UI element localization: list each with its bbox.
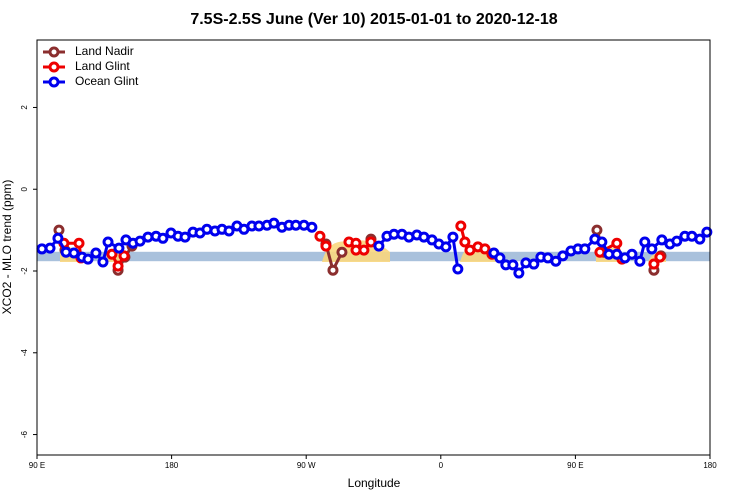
data-point xyxy=(90,247,102,259)
data-point xyxy=(694,233,706,245)
data-point xyxy=(591,224,603,236)
data-point xyxy=(82,253,94,265)
data-point xyxy=(314,230,326,242)
data-point xyxy=(596,236,608,248)
chart-title: 7.5S-2.5S June (Ver 10) 2015-01-01 to 20… xyxy=(190,11,557,28)
x-tick-label: 0 xyxy=(439,461,444,470)
data-point xyxy=(479,243,491,255)
data-point xyxy=(157,232,169,244)
legend-marker xyxy=(48,46,60,58)
x-tick-label: 180 xyxy=(165,461,179,470)
y-axis-label: XCO2 - MLO trend (ppm) xyxy=(0,180,14,315)
data-point xyxy=(179,231,191,243)
y-tick-label: 0 xyxy=(20,186,29,191)
data-point xyxy=(73,237,85,249)
data-point xyxy=(626,248,638,260)
data-point xyxy=(455,220,467,232)
data-point xyxy=(306,221,318,233)
data-point xyxy=(113,242,125,254)
y-tick-label: -6 xyxy=(20,430,29,438)
legend-label: Land Glint xyxy=(75,59,130,73)
y-tick-label: -2 xyxy=(20,267,29,275)
data-point xyxy=(440,241,452,253)
data-point xyxy=(594,246,606,258)
legend-marker xyxy=(48,61,60,73)
data-point xyxy=(656,234,668,246)
data-point xyxy=(671,235,683,247)
data-point xyxy=(102,236,114,248)
x-tick-label: 90 E xyxy=(29,461,45,470)
data-point xyxy=(112,260,124,272)
data-point xyxy=(97,256,109,268)
data-point xyxy=(557,250,569,262)
data-point xyxy=(528,258,540,270)
data-point xyxy=(223,225,235,237)
data-point xyxy=(358,244,370,256)
data-point xyxy=(648,258,660,270)
data-point xyxy=(447,231,459,243)
data-point xyxy=(327,264,339,276)
data-point xyxy=(452,263,464,275)
data-point xyxy=(365,236,377,248)
data-point xyxy=(634,255,646,267)
y-tick-label: 2 xyxy=(20,105,29,110)
data-point xyxy=(52,232,64,244)
data-point xyxy=(611,237,623,249)
data-point xyxy=(639,236,651,248)
legend-label: Ocean Glint xyxy=(75,74,139,88)
data-point xyxy=(459,236,471,248)
x-tick-label: 180 xyxy=(703,461,717,470)
plot-frame xyxy=(36,39,711,456)
data-point xyxy=(507,259,519,271)
data-point xyxy=(494,252,506,264)
data-point xyxy=(646,243,658,255)
data-point xyxy=(336,246,348,258)
data-point xyxy=(654,251,666,263)
data-point xyxy=(106,248,118,260)
data-point xyxy=(320,240,332,252)
x-tick-label: 90 E xyxy=(567,461,583,470)
legend-label: Land Nadir xyxy=(75,44,134,58)
x-axis-label: Longitude xyxy=(348,476,401,490)
x-tick-label: 90 W xyxy=(297,461,316,470)
axes-layer: 90 E 180 90 W 0 90 E 180 2 0 -2 -4 -6 xyxy=(20,105,717,470)
data-point xyxy=(134,235,146,247)
data-point xyxy=(68,247,80,259)
data-point xyxy=(268,217,280,229)
data-point xyxy=(44,242,56,254)
data-point xyxy=(550,255,562,267)
series-layer xyxy=(36,217,713,279)
data-point xyxy=(118,250,130,262)
data-point xyxy=(579,243,591,255)
legend-marker xyxy=(48,76,60,88)
data-point xyxy=(513,267,525,279)
y-tick-label: -4 xyxy=(20,349,29,357)
data-point xyxy=(701,226,713,238)
data-point xyxy=(373,240,385,252)
